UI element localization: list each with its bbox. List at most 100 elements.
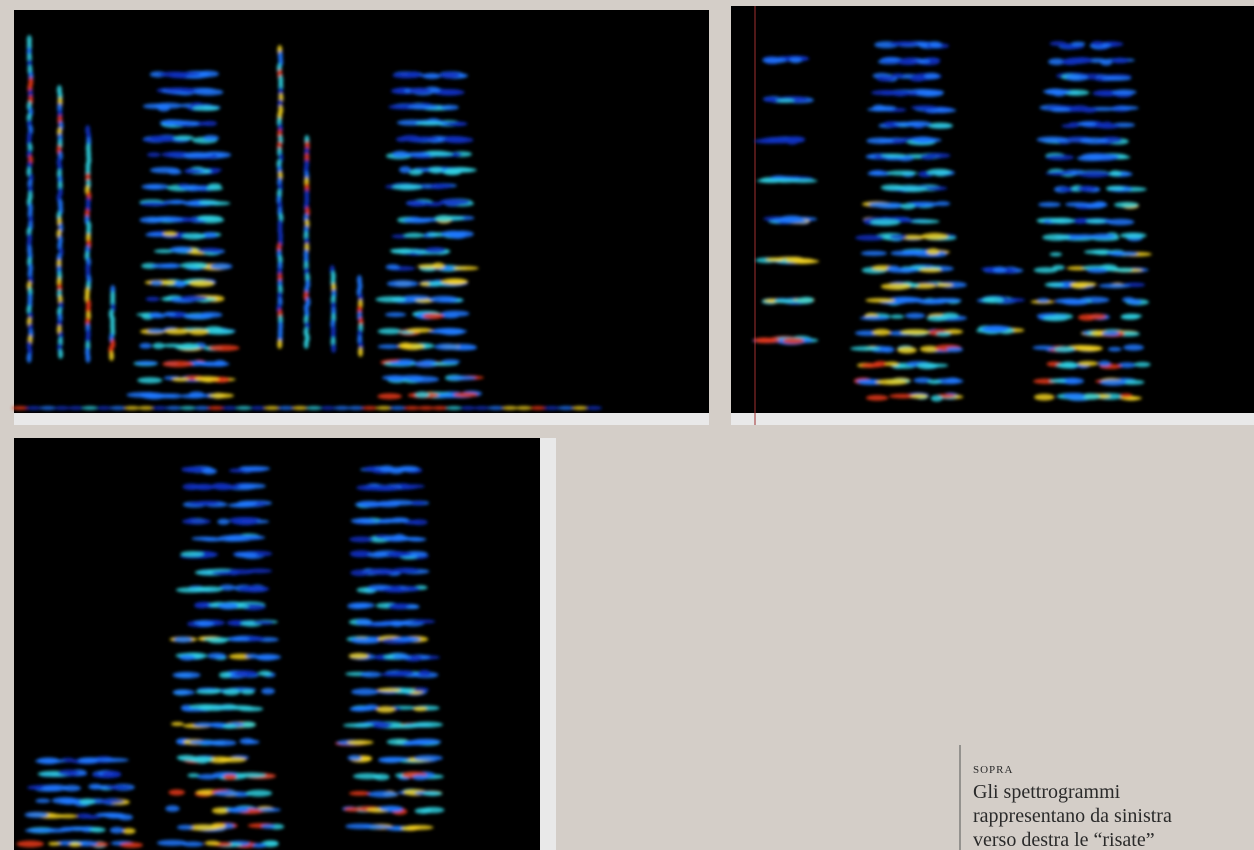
texture-blob bbox=[226, 807, 249, 814]
texture-blob bbox=[380, 672, 412, 677]
texture-blob bbox=[445, 167, 477, 173]
texture-blob bbox=[880, 57, 904, 62]
texture-blob bbox=[412, 136, 439, 142]
texture-blob bbox=[407, 71, 421, 79]
texture-blob bbox=[162, 119, 177, 126]
texture-blob bbox=[348, 652, 369, 660]
texture-blob bbox=[139, 342, 152, 349]
texture-blob bbox=[277, 339, 283, 349]
texture-blob bbox=[1120, 379, 1145, 385]
texture-blob bbox=[558, 406, 574, 410]
texture-blob bbox=[408, 169, 423, 176]
texture-blob bbox=[1112, 89, 1137, 96]
texture-blob bbox=[217, 602, 239, 610]
texture-blob bbox=[261, 687, 275, 695]
texture-blob bbox=[428, 329, 458, 334]
texture-blob bbox=[765, 257, 785, 262]
texture-blob bbox=[404, 586, 420, 592]
texture-blob bbox=[331, 343, 337, 353]
texture-blob bbox=[871, 89, 900, 96]
texture-blob bbox=[213, 790, 241, 797]
spectrogram-3-texture bbox=[16, 465, 445, 849]
texture-blob bbox=[406, 536, 423, 542]
texture-blob bbox=[223, 774, 237, 781]
texture-blob bbox=[150, 280, 163, 286]
texture-blob bbox=[447, 375, 477, 381]
texture-blob bbox=[399, 374, 425, 381]
texture-blob bbox=[110, 406, 126, 410]
texture-blob bbox=[173, 280, 187, 288]
texture-blob bbox=[181, 841, 204, 847]
texture-blob bbox=[884, 361, 899, 367]
texture-blob bbox=[776, 98, 795, 103]
texture-blob bbox=[376, 406, 392, 410]
texture-blob bbox=[460, 406, 476, 410]
texture-blob bbox=[415, 121, 445, 126]
texture-blob bbox=[352, 773, 382, 780]
texture-blob bbox=[929, 41, 943, 49]
texture-blob bbox=[1049, 41, 1067, 47]
texture-blob bbox=[993, 266, 1007, 274]
texture-blob bbox=[447, 278, 466, 285]
texture-blob bbox=[439, 71, 460, 79]
texture-blob bbox=[375, 500, 402, 508]
texture-blob bbox=[1105, 267, 1122, 272]
texture-blob bbox=[1049, 217, 1075, 224]
texture-blob bbox=[99, 799, 125, 804]
texture-blob bbox=[219, 584, 236, 591]
texture-blob bbox=[88, 783, 103, 790]
texture-blob bbox=[1077, 360, 1099, 367]
texture-blob bbox=[351, 688, 380, 696]
texture-blob bbox=[446, 406, 462, 410]
texture-blob bbox=[182, 232, 206, 240]
texture-blob bbox=[169, 246, 193, 253]
texture-blob bbox=[109, 826, 125, 834]
caption-label: sopra bbox=[973, 761, 1013, 777]
texture-blob bbox=[385, 825, 407, 831]
texture-blob bbox=[1085, 346, 1101, 352]
texture-blob bbox=[145, 232, 167, 237]
texture-blob bbox=[203, 637, 230, 642]
texture-blob bbox=[789, 57, 802, 64]
texture-blob bbox=[413, 706, 428, 712]
texture-blob bbox=[865, 394, 889, 401]
texture-blob bbox=[927, 379, 942, 385]
texture-blob bbox=[410, 500, 427, 506]
texture-blob bbox=[179, 654, 196, 661]
texture-blob bbox=[423, 151, 454, 157]
texture-blob bbox=[188, 328, 209, 336]
texture-blob bbox=[1085, 202, 1105, 209]
texture-blob bbox=[1101, 121, 1114, 129]
texture-blob bbox=[439, 198, 471, 206]
texture-blob bbox=[387, 375, 406, 382]
texture-blob bbox=[377, 393, 402, 400]
texture-blob bbox=[320, 406, 336, 410]
texture-blob bbox=[1045, 171, 1073, 176]
texture-blob bbox=[1120, 393, 1133, 398]
texture-blob bbox=[245, 789, 273, 797]
texture-blob bbox=[172, 689, 195, 696]
texture-blob bbox=[916, 89, 944, 97]
texture-blob bbox=[1065, 74, 1089, 82]
texture-blob bbox=[441, 359, 461, 364]
texture-blob bbox=[349, 637, 374, 643]
texture-blob bbox=[222, 406, 238, 410]
texture-blob bbox=[390, 620, 404, 627]
texture-blob bbox=[164, 328, 191, 335]
texture-blob bbox=[109, 351, 115, 361]
texture-blob bbox=[403, 217, 432, 224]
texture-blob bbox=[219, 671, 232, 679]
texture-blob bbox=[41, 828, 69, 833]
texture-blob bbox=[101, 770, 122, 778]
texture-blob bbox=[930, 395, 943, 402]
texture-blob bbox=[359, 671, 382, 678]
caption-line: Gli spettrogrammi bbox=[973, 781, 1121, 803]
texture-blob bbox=[919, 268, 942, 273]
texture-blob bbox=[1080, 393, 1101, 400]
texture-blob bbox=[36, 757, 61, 765]
texture-blob bbox=[392, 183, 423, 191]
texture-blob bbox=[137, 377, 163, 384]
texture-blob bbox=[1081, 107, 1098, 113]
texture-blob bbox=[378, 518, 410, 524]
texture-blob bbox=[379, 465, 395, 473]
